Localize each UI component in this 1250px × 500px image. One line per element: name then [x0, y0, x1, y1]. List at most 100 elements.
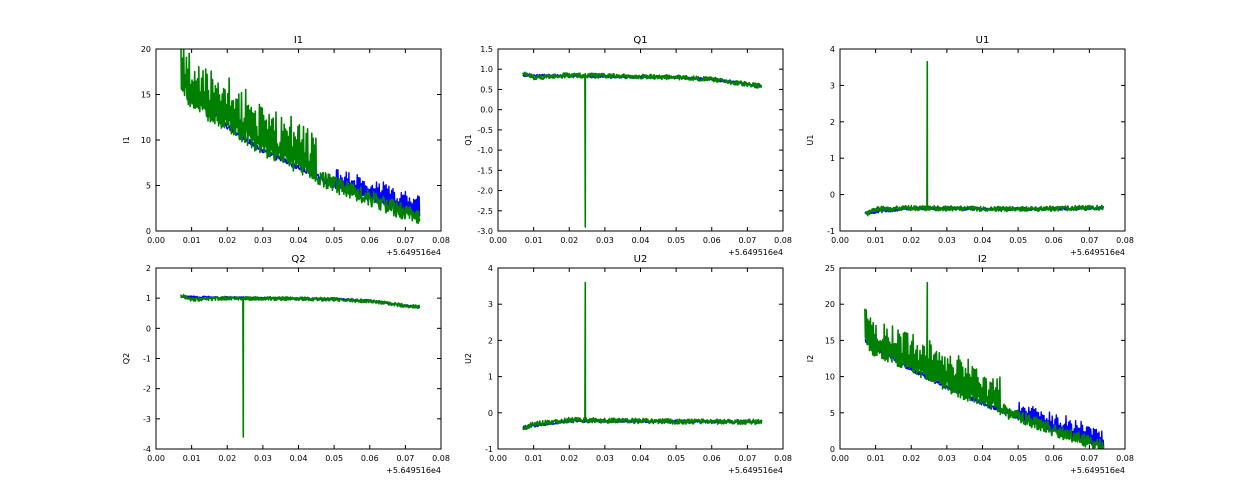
series-line-green — [522, 71, 763, 228]
subplot-i1: 0.00 0.01 0.02 0.03 0.04 0.05 0.06 0.07 0.08 0 5 10… — [122, 35, 450, 257]
y-tick-label: -2 — [143, 385, 151, 394]
x-tick-label: 0.03 — [938, 454, 956, 463]
y-tick-label: 10 — [141, 136, 151, 145]
subplot-title: Q1 — [633, 35, 647, 46]
y-tick-label: -1 — [485, 445, 493, 454]
x-tick-label: 0.07 — [738, 454, 756, 463]
x-tick-label: 0.04 — [632, 236, 650, 245]
x-tick-label: 0.00 — [831, 454, 849, 463]
x-tick-label: 0.01 — [867, 454, 885, 463]
y-axis-label: Q1 — [464, 134, 473, 145]
y-tick-label: 1 — [488, 373, 493, 382]
x-tick-label: 0.05 — [667, 236, 685, 245]
plot-frame — [155, 267, 442, 450]
x-tick-label: 0.06 — [703, 454, 721, 463]
x-tick-label: 0.08 — [1116, 236, 1134, 245]
y-tick-label: 5 — [830, 409, 835, 418]
y-tick-label: 20 — [141, 45, 151, 54]
x-tick-label: 0.03 — [596, 454, 614, 463]
y-tick-label: 1.5 — [480, 45, 493, 54]
y-tick-label: 2 — [488, 336, 493, 345]
y-tick-label: 0 — [488, 409, 493, 418]
x-tick-label: 0.01 — [525, 454, 543, 463]
subplot-title: Q2 — [291, 254, 305, 265]
x-offset-label: +5.649516e4 — [386, 248, 441, 257]
y-tick-label: 1.0 — [480, 65, 493, 74]
x-tick-label: 0.05 — [325, 454, 343, 463]
x-tick-label: 0.03 — [596, 236, 614, 245]
subplot-q2: 0.00 0.01 0.02 0.03 0.04 0.05 0.06 0.07 0.08 -4 -3… — [122, 254, 450, 475]
x-tick-label: 0.07 — [1080, 454, 1098, 463]
series-line-green — [180, 293, 421, 438]
y-tick-label: -1.0 — [477, 146, 493, 155]
x-offset-label: +5.649516e4 — [1070, 248, 1125, 257]
x-offset-label: +5.649516e4 — [1070, 466, 1125, 475]
subplot-title: U2 — [634, 254, 648, 265]
subplot-q1: 0.00 0.01 0.02 0.03 0.04 0.05 0.06 0.07 0.08 -3.0… — [464, 35, 792, 257]
subplot-i2: 0.00 0.01 0.02 0.03 0.04 0.05 0.06 0.07 0.08 0 5 10… — [806, 254, 1134, 475]
y-tick-label: 3 — [830, 81, 835, 90]
x-tick-label: 0.08 — [774, 454, 792, 463]
y-axis-label: U2 — [464, 353, 473, 364]
y-axis-label: I2 — [806, 355, 815, 362]
plot-frame — [839, 48, 1126, 232]
x-tick-label: 0.06 — [361, 454, 379, 463]
y-tick-label: -0.5 — [477, 126, 493, 135]
subplot-u2: 0.00 0.01 0.02 0.03 0.04 0.05 0.06 0.07 0.08 -1 0 1… — [464, 254, 792, 475]
x-tick-label: 0.03 — [254, 236, 272, 245]
series-line-green — [180, 49, 421, 224]
x-tick-label: 0.05 — [325, 236, 343, 245]
y-tick-label: 1 — [146, 294, 151, 303]
x-tick-label: 0.01 — [183, 454, 201, 463]
x-tick-label: 0.03 — [938, 236, 956, 245]
subplot-u1: 0.00 0.01 0.02 0.03 0.04 0.05 0.06 0.07 0.08 -1 0 1… — [806, 35, 1134, 257]
x-tick-label: 0.02 — [902, 454, 920, 463]
x-tick-label: 0.01 — [525, 236, 543, 245]
x-tick-label: 0.02 — [560, 236, 578, 245]
x-tick-label: 0.00 — [489, 236, 507, 245]
y-tick-label: -1 — [143, 355, 151, 364]
x-offset-label: +5.649516e4 — [728, 248, 783, 257]
x-tick-label: 0.08 — [1116, 454, 1134, 463]
y-tick-label: 0 — [830, 191, 835, 200]
x-tick-label: 0.04 — [974, 236, 992, 245]
x-tick-label: 0.05 — [1009, 454, 1027, 463]
series-line-green — [864, 60, 1104, 217]
series-line-green — [522, 281, 763, 431]
x-tick-label: 0.01 — [183, 236, 201, 245]
x-tick-label: 0.07 — [396, 236, 414, 245]
y-tick-label: 0.0 — [480, 106, 493, 115]
series-line-green — [864, 281, 1105, 449]
y-tick-label: 10 — [825, 373, 835, 382]
y-tick-label: 3 — [488, 300, 493, 309]
x-tick-label: 0.07 — [1080, 236, 1098, 245]
x-tick-label: 0.00 — [831, 236, 849, 245]
y-tick-label: -3.0 — [477, 227, 493, 236]
y-tick-label: -1 — [827, 227, 835, 236]
x-tick-label: 0.02 — [560, 454, 578, 463]
y-tick-label: 2 — [146, 264, 151, 273]
x-tick-label: 0.05 — [1009, 236, 1027, 245]
x-tick-label: 0.03 — [254, 454, 272, 463]
x-tick-label: 0.02 — [902, 236, 920, 245]
y-tick-label: 4 — [830, 45, 835, 54]
x-tick-label: 0.00 — [147, 236, 165, 245]
x-tick-label: 0.02 — [218, 236, 236, 245]
x-tick-label: 0.07 — [738, 236, 756, 245]
x-tick-label: 0.08 — [432, 454, 450, 463]
x-tick-label: 0.08 — [774, 236, 792, 245]
y-tick-label: -4 — [143, 445, 151, 454]
y-tick-label: 25 — [825, 264, 835, 273]
y-axis-label: U1 — [806, 135, 815, 146]
x-tick-label: 0.04 — [290, 236, 308, 245]
y-tick-label: 0 — [830, 445, 835, 454]
x-tick-label: 0.00 — [489, 454, 507, 463]
x-offset-label: +5.649516e4 — [728, 466, 783, 475]
y-tick-label: 2 — [830, 118, 835, 127]
y-tick-label: 0.5 — [480, 85, 493, 94]
y-axis-label: I1 — [122, 136, 131, 143]
subplot-title: U1 — [976, 35, 990, 46]
y-tick-label: 20 — [825, 300, 835, 309]
x-tick-label: 0.01 — [867, 236, 885, 245]
